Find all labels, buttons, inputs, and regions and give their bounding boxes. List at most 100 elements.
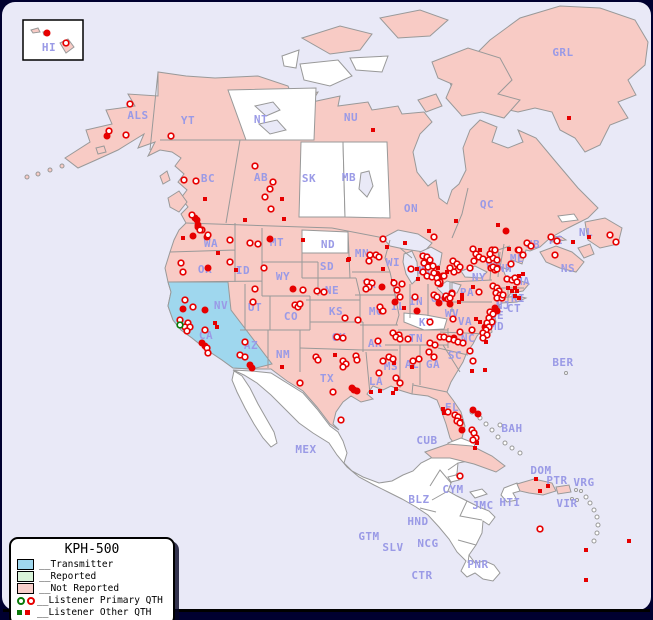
- listener-primary-qth-marker: [339, 334, 347, 342]
- kodiak-island: [95, 145, 107, 155]
- listener-primary-qth-marker: [379, 307, 387, 315]
- listener-primary-qth-marker: [515, 246, 523, 254]
- legend-row-3: __Listener Primary QTH: [17, 595, 167, 606]
- legend-swatch: [17, 583, 34, 594]
- region-label-nd: ND: [321, 238, 335, 251]
- listener-primary-qth-marker: [392, 374, 400, 382]
- listener-primary-qth-marker: [249, 298, 257, 306]
- great-slave-lake: [257, 119, 287, 135]
- legend-label: __Listener Other QTH: [37, 607, 152, 618]
- listener-other-qth-marker: [369, 390, 373, 394]
- listener-primary-qth-marker: [420, 259, 428, 267]
- listener-cluster-dot: [435, 299, 443, 307]
- listener-cluster-dot: [179, 305, 187, 313]
- region-label-qc: QC: [480, 198, 494, 211]
- listener-primary-qth-marker: [177, 259, 185, 267]
- listener-primary-qth-marker: [362, 285, 370, 293]
- region-label-ncg: NCG: [417, 537, 438, 550]
- arctic-island-white: [299, 59, 353, 87]
- listener-primary-qth-marker: [433, 293, 441, 301]
- listener-other-qth-marker: [584, 578, 588, 582]
- listener-primary-qth-marker: [339, 363, 347, 371]
- listener-cluster-dot: [458, 426, 466, 434]
- listener-other-qth-marker: [301, 238, 305, 242]
- region-label-slv: SLV: [382, 541, 403, 554]
- listener-primary-qth-marker: [456, 263, 464, 271]
- region-label-ptr: PTR: [546, 474, 567, 487]
- region-label-dom: DOM: [530, 464, 551, 477]
- listener-other-qth-marker: [441, 407, 445, 411]
- listener-primary-qth-marker: [260, 264, 268, 272]
- region-label-gtm: GTM: [358, 530, 379, 543]
- listener-other-qth-marker: [457, 300, 461, 304]
- legend-marker-glyph: [17, 610, 22, 615]
- listener-other-qth-marker: [521, 272, 525, 276]
- listener-primary-qth-marker: [188, 211, 196, 219]
- listener-other-qth-marker: [415, 267, 419, 271]
- listener-primary-qth-marker: [189, 303, 197, 311]
- listener-other-qth-marker: [213, 321, 217, 325]
- listener-other-qth-marker: [587, 235, 591, 239]
- region-label-ns: NS: [561, 262, 575, 275]
- listener-markers-layer: [43, 29, 631, 582]
- legend-circle-markers: [17, 596, 37, 605]
- region-label-co: CO: [284, 310, 298, 323]
- listener-primary-qth-marker: [419, 268, 427, 276]
- region-label-ab: AB: [254, 171, 268, 184]
- listener-primary-qth-marker: [459, 339, 467, 347]
- listener-primary-qth-marker: [320, 288, 328, 296]
- region-label-wy: WY: [276, 270, 290, 283]
- listener-primary-qth-marker: [299, 286, 307, 294]
- listener-other-qth-marker: [567, 116, 571, 120]
- region-label-sk: SK: [302, 172, 316, 185]
- listener-primary-qth-marker-green: [176, 321, 184, 329]
- listener-primary-qth-marker: [241, 338, 249, 346]
- region-label-pnr: PNR: [467, 558, 488, 571]
- islets-layer: [469, 371, 601, 544]
- legend-row-0: __Transmitter: [17, 559, 167, 570]
- region-puerto-rico: [555, 484, 572, 495]
- legend-marker-glyph: [17, 596, 25, 605]
- region-label-hnd: HND: [407, 515, 428, 528]
- listener-primary-qth-marker: [251, 285, 259, 293]
- lake-winnipeg: [358, 170, 374, 198]
- listener-cluster-dot: [469, 406, 477, 414]
- listener-other-qth-marker: [506, 286, 510, 290]
- region-label-on: ON: [404, 202, 418, 215]
- listener-cluster-dot: [474, 410, 482, 418]
- listener-primary-qth-marker: [430, 269, 438, 277]
- listener-other-qth-marker: [391, 391, 395, 395]
- region-baja: [231, 370, 278, 448]
- arctic-island-white: [281, 49, 300, 69]
- listener-primary-qth-marker: [313, 287, 321, 295]
- region-label-ct: CT: [507, 302, 521, 315]
- legend-row-1: __Reported: [17, 571, 167, 582]
- listener-primary-qth-marker: [466, 264, 474, 272]
- listener-primary-qth-marker: [430, 233, 438, 241]
- listener-primary-qth-marker: [396, 293, 404, 301]
- region-label-bc: BC: [201, 172, 215, 185]
- listener-primary-qth-marker: [553, 237, 561, 245]
- aleutian-islet: [24, 174, 30, 180]
- listener-primary-qth-marker: [468, 326, 476, 334]
- region-label-nm: NM: [276, 348, 290, 361]
- listener-primary-qth-marker: [519, 251, 527, 259]
- listener-primary-qth-marker: [513, 278, 521, 286]
- listener-primary-qth-marker: [493, 256, 501, 264]
- region-jamaica: [469, 488, 488, 499]
- listener-primary-qth-marker: [366, 251, 374, 259]
- legend-items: __Transmitter __Reported __Not Reported __L…: [17, 559, 167, 618]
- listener-primary-qth-marker: [246, 239, 254, 247]
- listener-primary-qth-marker: [126, 100, 134, 108]
- region-cayman: [447, 474, 460, 483]
- listener-cluster-dot: [413, 307, 421, 315]
- listener-primary-qth-marker: [62, 39, 70, 47]
- listener-other-qth-marker: [445, 270, 449, 274]
- listener-other-qth-marker: [403, 241, 407, 245]
- legend-label: __Reported: [39, 571, 97, 582]
- listener-primary-qth-marker: [479, 334, 487, 342]
- listener-primary-qth-marker: [296, 300, 304, 308]
- listener-other-qth-marker: [203, 197, 207, 201]
